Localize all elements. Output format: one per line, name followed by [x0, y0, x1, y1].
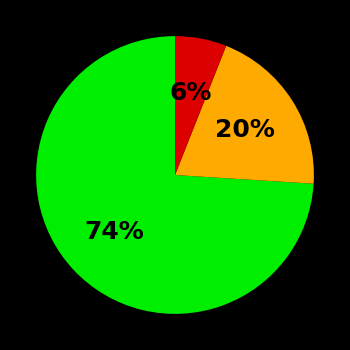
- Text: 6%: 6%: [169, 81, 212, 105]
- Wedge shape: [175, 36, 226, 175]
- Text: 74%: 74%: [84, 220, 144, 244]
- Wedge shape: [175, 46, 314, 184]
- Wedge shape: [36, 36, 314, 314]
- Text: 20%: 20%: [215, 118, 275, 142]
